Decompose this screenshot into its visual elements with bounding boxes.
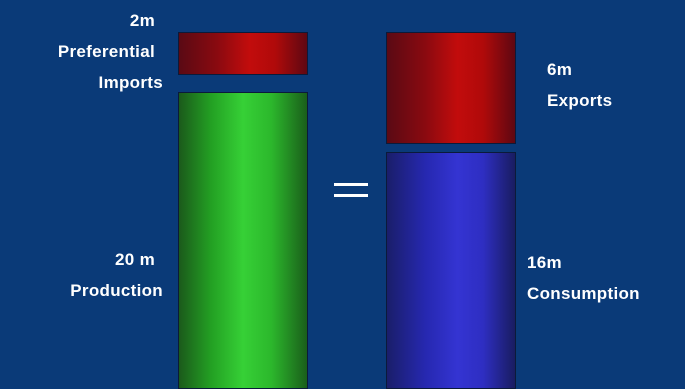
equals-bar-bottom xyxy=(334,194,368,197)
consumption-block xyxy=(386,152,516,389)
production-block xyxy=(178,92,308,389)
production-title: Production xyxy=(70,281,163,300)
imports-title-line1: Preferential xyxy=(57,42,155,61)
exports-title: Exports xyxy=(547,91,613,110)
production-amount: 20 m xyxy=(115,250,155,269)
exports-block xyxy=(386,32,516,144)
imports-label: 2m xyxy=(130,10,155,32)
consumption-title: Consumption xyxy=(527,284,640,303)
exports-amount: 6m xyxy=(547,60,573,79)
equals-bar-top xyxy=(334,183,368,186)
consumption-amount: 16m xyxy=(527,253,562,272)
imports-title-line2: Imports xyxy=(98,73,163,92)
imports-block xyxy=(178,32,308,75)
imports-amount: 2m xyxy=(129,11,155,30)
equals-sign xyxy=(334,183,368,205)
